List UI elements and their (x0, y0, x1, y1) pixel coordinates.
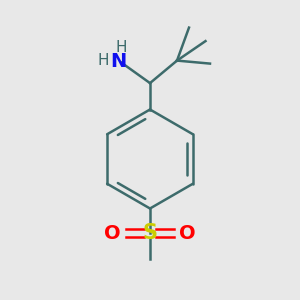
Text: O: O (104, 224, 121, 243)
Text: H: H (98, 53, 109, 68)
Text: S: S (142, 223, 158, 243)
Text: H: H (115, 40, 127, 55)
Text: N: N (110, 52, 127, 71)
Text: O: O (179, 224, 196, 243)
